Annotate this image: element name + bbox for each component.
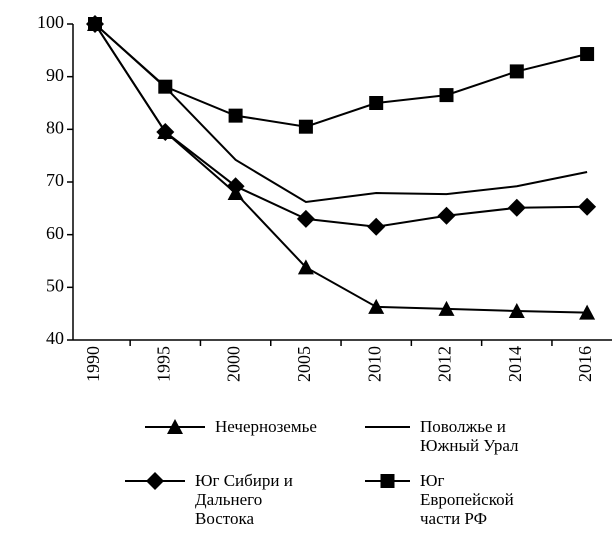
marker-triangle bbox=[368, 298, 385, 314]
marker-diamond bbox=[507, 198, 526, 217]
legend-label: Юг Сибири и Дальнего Востока bbox=[195, 471, 293, 528]
series-line bbox=[94, 23, 588, 204]
marker-square bbox=[439, 88, 454, 103]
y-tick-label: 90 bbox=[46, 65, 64, 85]
marker-triangle bbox=[438, 300, 455, 316]
x-tick-label: 1990 bbox=[83, 346, 103, 382]
x-tick-label: 2000 bbox=[224, 346, 244, 382]
x-tick-label: 2014 bbox=[505, 346, 525, 382]
marker-square bbox=[298, 119, 313, 134]
marker-square bbox=[369, 96, 384, 110]
legend-label: Поволжье и Южный Урал bbox=[420, 417, 519, 455]
y-tick-label: 40 bbox=[46, 328, 64, 348]
marker-diamond bbox=[578, 197, 597, 216]
y-tick-label: 70 bbox=[46, 170, 64, 190]
marker-square bbox=[88, 17, 102, 31]
x-tick-label: 2012 bbox=[435, 346, 455, 382]
marker-diamond bbox=[156, 122, 175, 141]
y-tick-label: 60 bbox=[46, 223, 64, 243]
x-tick-label: 2016 bbox=[575, 346, 595, 382]
marker-square bbox=[509, 64, 524, 79]
y-tick-label: 80 bbox=[46, 117, 64, 137]
marker-square bbox=[228, 108, 243, 123]
marker-triangle bbox=[508, 303, 525, 319]
y-tick-label: 100 bbox=[37, 12, 64, 32]
legend-label: Нечерноземье bbox=[215, 417, 317, 436]
marker-diamond bbox=[146, 472, 164, 490]
x-tick-label: 2010 bbox=[364, 346, 384, 382]
marker-diamond bbox=[296, 209, 315, 228]
x-tick-label: 2005 bbox=[294, 346, 314, 382]
marker-triangle bbox=[297, 259, 314, 275]
marker-triangle bbox=[579, 304, 596, 320]
x-tick-label: 1995 bbox=[153, 346, 173, 382]
marker-square bbox=[380, 474, 395, 488]
marker-diamond bbox=[437, 206, 456, 225]
marker-square bbox=[580, 47, 595, 62]
legend-label: Юг Европейской части РФ bbox=[420, 471, 514, 528]
series-line bbox=[94, 23, 588, 228]
marker-diamond bbox=[226, 177, 245, 196]
series-line bbox=[94, 23, 588, 128]
marker-triangle bbox=[167, 419, 183, 434]
y-tick-label: 50 bbox=[46, 275, 64, 295]
marker-diamond bbox=[367, 217, 386, 236]
marker-square bbox=[158, 79, 173, 94]
